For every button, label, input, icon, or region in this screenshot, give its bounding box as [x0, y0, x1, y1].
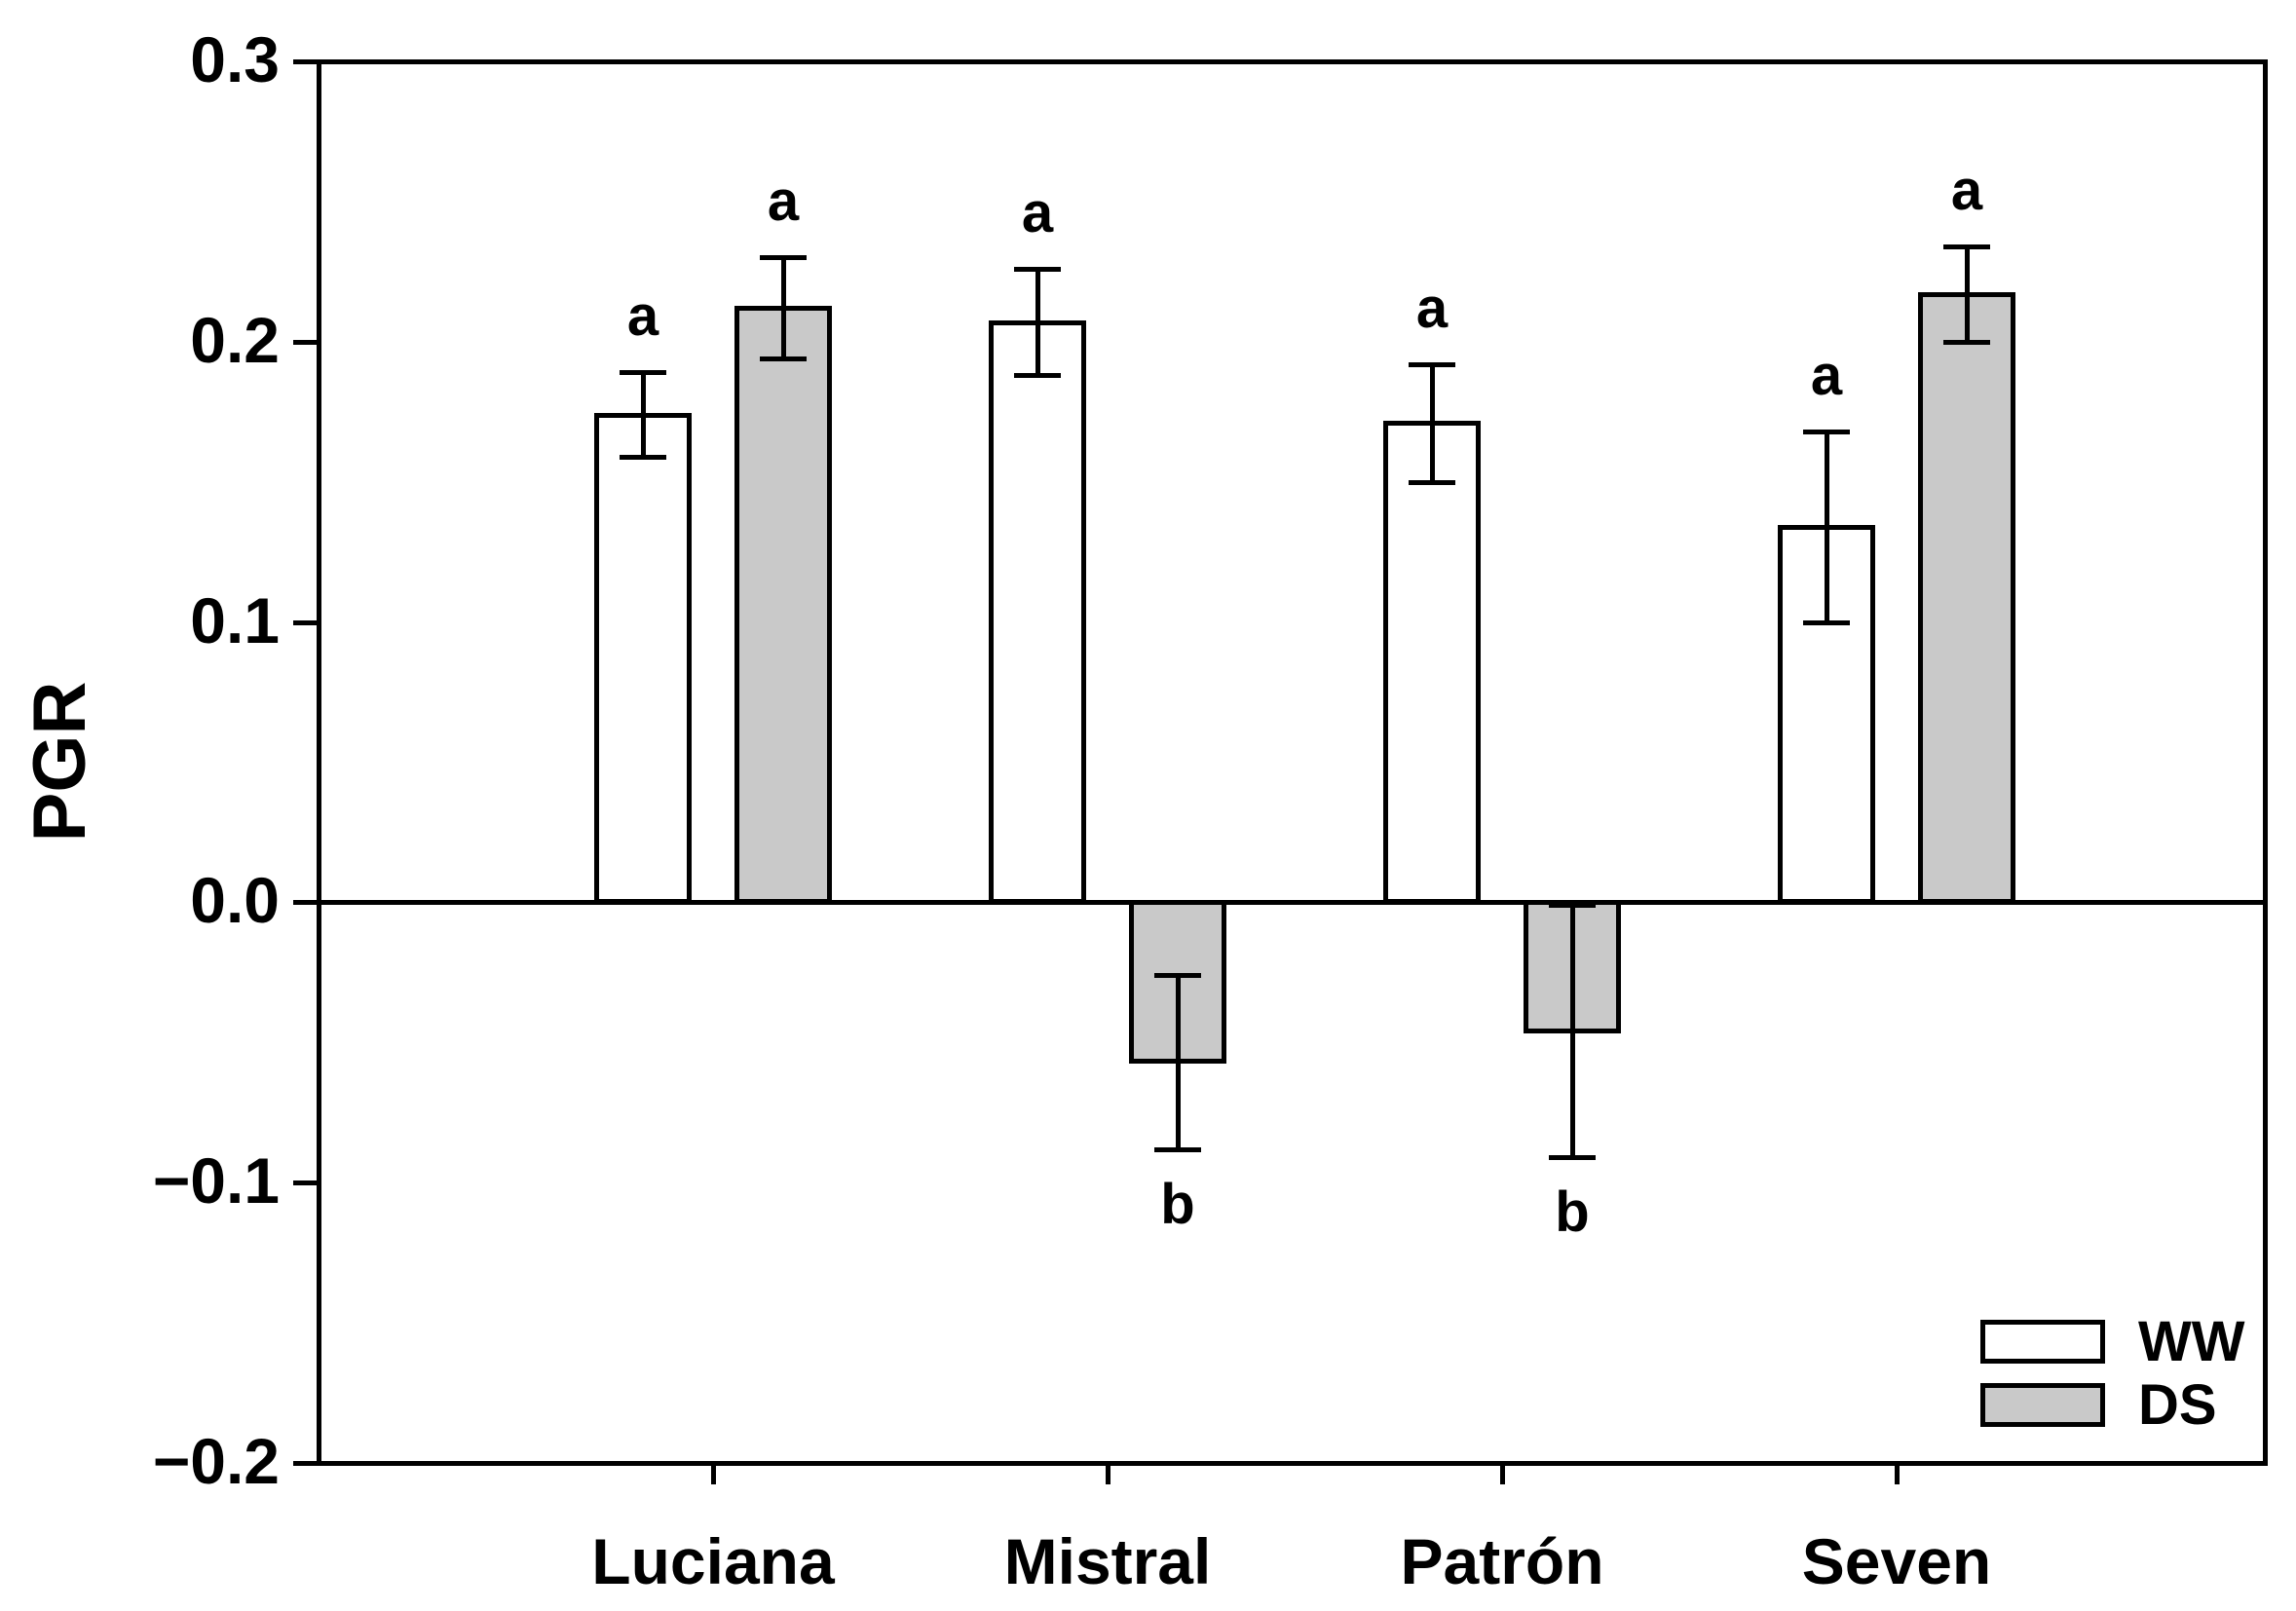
- bar-luciana-ww: [594, 412, 692, 905]
- bar-patrón-ww: [1383, 421, 1481, 905]
- error-cap-bottom-seven-ds: [1943, 339, 1990, 345]
- legend-entry-ww: WW: [1980, 1310, 2245, 1373]
- plot-border-bottom: [317, 1461, 2268, 1466]
- error-bar-patrón-ww: [1430, 361, 1435, 484]
- y-axis-title: PGR: [19, 681, 101, 843]
- legend-swatch-ww: [1980, 1320, 2105, 1364]
- bar-luciana-ds: [734, 306, 832, 905]
- error-bar-mistral-ww: [1035, 266, 1040, 378]
- plot-border-top: [317, 59, 2268, 64]
- sig-letter-seven-ds: a: [1950, 158, 1983, 222]
- error-cap-bottom-luciana-ds: [760, 356, 807, 362]
- y-axis-tick: [293, 900, 317, 906]
- error-bar-mistral-ds: [1176, 973, 1181, 1151]
- error-cap-top-mistral-ww: [1014, 266, 1061, 272]
- x-axis-tick: [1500, 1463, 1505, 1484]
- bar-mistral-ww: [989, 319, 1086, 905]
- y-axis-tick: [293, 1461, 317, 1466]
- plot-area: WW DS 0.3 0.2 0.1 0.0 −0.1 −0.2 Luciana Mistral…: [153, 25, 2268, 1595]
- y-axis-tick: [293, 1180, 317, 1186]
- error-cap-top-patrón-ww: [1409, 361, 1455, 367]
- error-bar-seven-ds: [1965, 244, 1970, 344]
- sig-letter-mistral-ww: a: [1021, 180, 1054, 244]
- x-category-label: Luciana: [591, 1525, 835, 1597]
- error-cap-bottom-patrón-ds: [1549, 1155, 1596, 1161]
- error-bar-patrón-ds: [1570, 903, 1575, 1160]
- y-tick-label: −0.1: [152, 1144, 280, 1218]
- y-axis-tick: [293, 619, 317, 625]
- error-cap-bottom-patrón-ww: [1409, 479, 1455, 485]
- x-category-label: Patrón: [1400, 1525, 1604, 1597]
- y-axis-tick: [293, 339, 317, 345]
- error-cap-bottom-luciana-ww: [620, 454, 666, 460]
- sig-letter-mistral-ds: b: [1160, 1172, 1195, 1236]
- x-category-label: Seven: [1801, 1525, 1992, 1597]
- y-tick-label: 0.1: [190, 583, 280, 656]
- error-cap-top-mistral-ds: [1154, 973, 1201, 979]
- error-cap-top-seven-ww: [1803, 429, 1850, 434]
- sig-letter-seven-ww: a: [1810, 343, 1843, 407]
- error-cap-top-luciana-ds: [760, 255, 807, 261]
- sig-letter-patrón-ww: a: [1415, 276, 1449, 340]
- bar-seven-ds: [1918, 291, 2015, 905]
- legend-label-ds: DS: [2138, 1373, 2217, 1437]
- error-bar-luciana-ww: [641, 370, 646, 459]
- plot-border-right: [2263, 59, 2268, 1466]
- error-cap-bottom-seven-ww: [1803, 619, 1850, 625]
- y-axis-tick: [293, 59, 317, 64]
- sig-letter-luciana-ds: a: [767, 169, 800, 234]
- zero-baseline: [319, 900, 2265, 906]
- x-axis-tick: [1106, 1463, 1110, 1484]
- y-tick-label: 0.0: [190, 864, 280, 937]
- error-cap-bottom-mistral-ds: [1154, 1146, 1201, 1152]
- y-axis-line: [317, 59, 321, 1466]
- error-cap-top-seven-ds: [1943, 244, 1990, 249]
- error-bar-seven-ww: [1825, 429, 1829, 624]
- sig-letter-patrón-ds: b: [1555, 1180, 1590, 1245]
- legend-entry-ds: DS: [1980, 1373, 2245, 1437]
- legend-swatch-ds: [1980, 1383, 2105, 1427]
- x-axis-tick: [711, 1463, 716, 1484]
- error-cap-top-luciana-ww: [620, 370, 666, 376]
- error-cap-top-patrón-ds: [1549, 903, 1596, 909]
- sig-letter-luciana-ww: a: [626, 284, 659, 349]
- x-axis-tick: [1895, 1463, 1900, 1484]
- y-tick-label: 0.3: [190, 23, 280, 95]
- bar-seven-ww: [1778, 524, 1875, 905]
- legend-label-ww: WW: [2138, 1310, 2245, 1373]
- y-tick-label: 0.2: [190, 303, 280, 376]
- legend: WW DS: [1980, 1310, 2245, 1437]
- x-category-label: Mistral: [1003, 1525, 1212, 1597]
- error-bar-luciana-ds: [781, 255, 786, 361]
- y-tick-label: −0.2: [152, 1425, 280, 1497]
- error-cap-bottom-mistral-ww: [1014, 373, 1061, 379]
